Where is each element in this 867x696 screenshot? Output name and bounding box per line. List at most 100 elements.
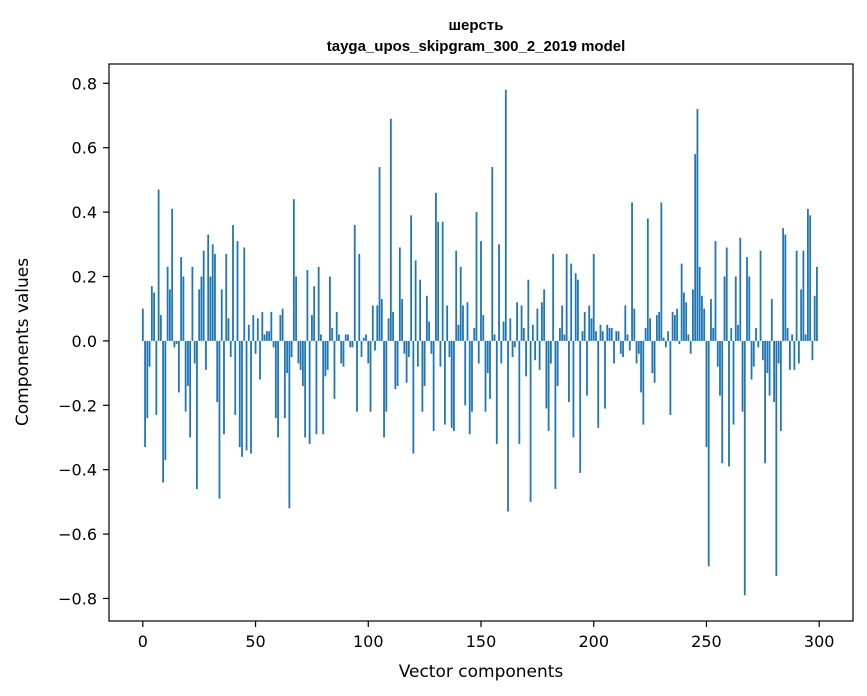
bar-175 <box>536 308 539 341</box>
bar-279 <box>770 299 773 341</box>
bar-143 <box>464 340 467 406</box>
bar-291 <box>797 340 800 364</box>
bar-5 <box>153 292 155 341</box>
bar-217 <box>631 202 633 341</box>
y-tick-label-6: 0.4 <box>72 203 97 222</box>
bar-287 <box>788 340 791 370</box>
x-tick-label-4: 200 <box>578 632 609 651</box>
bar-173 <box>531 324 534 341</box>
bar-271 <box>752 340 755 367</box>
bar-38 <box>227 318 230 341</box>
bar-244 <box>692 289 694 341</box>
bar-51 <box>256 318 259 341</box>
bar-0 <box>141 308 144 341</box>
bar-179 <box>545 340 548 409</box>
bar-76 <box>313 286 316 341</box>
bar-199 <box>590 318 593 341</box>
y-axis-label: Components values <box>13 258 33 426</box>
bar-169 <box>522 328 525 341</box>
bar-33 <box>216 340 219 403</box>
bar-237 <box>676 308 679 341</box>
bar-118 <box>407 340 410 357</box>
bar-211 <box>617 331 620 341</box>
bar-245 <box>694 154 697 341</box>
bar-26 <box>200 276 203 341</box>
bar-102 <box>371 305 374 341</box>
bar-197 <box>586 340 588 396</box>
x-tick-label-1: 50 <box>245 632 265 651</box>
bar-109 <box>387 318 390 341</box>
bar-21 <box>189 340 192 438</box>
x-tick-label-2: 100 <box>353 632 384 651</box>
bar-239 <box>680 263 683 341</box>
bar-214 <box>624 305 627 341</box>
bar-289 <box>793 340 796 370</box>
bar-180 <box>547 340 550 432</box>
bar-292 <box>800 289 803 341</box>
bar-67 <box>292 199 295 341</box>
bar-268 <box>746 257 748 341</box>
y-tick-label-7: 0.6 <box>72 139 97 158</box>
bar-184 <box>556 340 559 386</box>
bar-258 <box>723 276 726 341</box>
bar-286 <box>786 328 789 341</box>
bar-272 <box>755 328 757 341</box>
bar-64 <box>286 340 289 374</box>
bar-97 <box>360 340 363 357</box>
bar-111 <box>392 311 394 341</box>
bar-188 <box>565 253 568 341</box>
bar-53 <box>261 311 264 341</box>
y-tick-label-4: 0.0 <box>72 332 97 351</box>
bar-14 <box>173 340 176 348</box>
bar-8 <box>159 315 162 341</box>
bar-35 <box>220 289 223 341</box>
bar-70 <box>299 340 302 370</box>
bar-280 <box>773 340 775 403</box>
bar-242 <box>687 334 690 341</box>
bar-42 <box>236 241 239 341</box>
bar-86 <box>335 311 338 341</box>
bar-19 <box>184 340 187 412</box>
bar-137 <box>450 340 453 428</box>
bar-106 <box>380 299 383 341</box>
bar-92 <box>349 340 352 348</box>
y-axis: −0.8 −0.6 −0.4 −0.2 0.0 0.2 0.4 0.6 0.8 <box>58 74 109 608</box>
bar-297 <box>811 340 814 361</box>
bar-220 <box>637 340 640 354</box>
bar-147 <box>473 328 476 341</box>
bar-50 <box>254 340 257 354</box>
y-tick-label-2: −0.4 <box>58 461 97 480</box>
bar-2 <box>146 340 149 419</box>
bar-168 <box>520 305 523 341</box>
bar-27 <box>202 250 205 341</box>
bar-186 <box>561 305 564 341</box>
bar-71 <box>301 340 304 386</box>
bar-225 <box>649 318 651 341</box>
bar-141 <box>459 266 462 341</box>
bar-95 <box>356 340 358 412</box>
bar-61 <box>279 315 282 341</box>
bar-65 <box>288 340 291 509</box>
bar-88 <box>340 340 343 364</box>
bar-241 <box>685 302 688 341</box>
x-tick-label-3: 150 <box>466 632 497 651</box>
bar-80 <box>322 340 325 435</box>
bar-215 <box>626 334 629 341</box>
bar-36 <box>223 340 225 435</box>
bar-294 <box>804 334 807 341</box>
bar-55 <box>265 331 268 341</box>
bar-273 <box>757 340 760 348</box>
bar-110 <box>389 118 392 341</box>
bar-69 <box>297 340 300 364</box>
bar-49 <box>252 315 255 341</box>
bar-222 <box>642 340 645 425</box>
bar-213 <box>622 340 624 357</box>
bar-133 <box>441 221 444 341</box>
y-tick-label-5: 0.2 <box>72 267 97 286</box>
bar-277 <box>766 340 769 374</box>
bar-265 <box>739 237 742 341</box>
bar-171 <box>527 279 530 341</box>
bar-125 <box>423 340 426 386</box>
bar-234 <box>669 340 672 415</box>
bar-9 <box>162 340 165 483</box>
